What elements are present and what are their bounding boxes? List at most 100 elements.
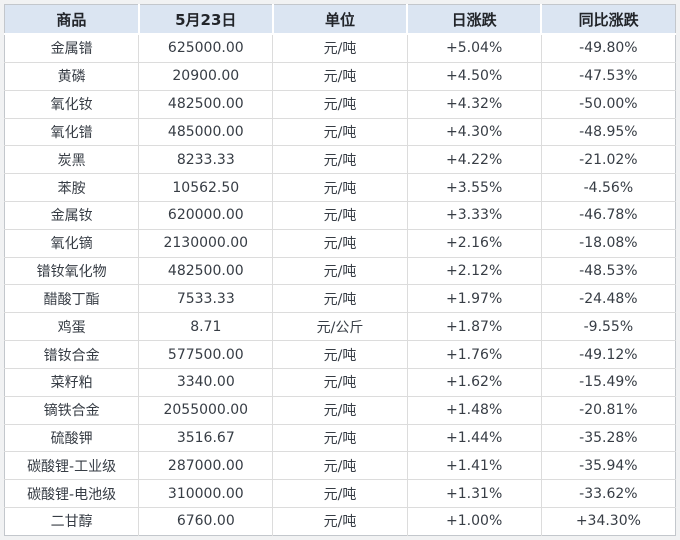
daily-change-cell: +3.33%: [406, 201, 542, 230]
table-row: 氧化镝 2130000.00 元/吨 +2.16% -18.08%: [4, 228, 676, 258]
commodity-price-table-container: 商品 5月23日 单位 日涨跌 同比涨跌 金属镨 625000.00 元/吨 +5.0…: [4, 4, 676, 536]
unit-cell: 元/吨: [272, 395, 408, 425]
yoy-change-cell: -18.08%: [540, 228, 676, 258]
column-header-yoy-change: 同比涨跌: [540, 4, 676, 35]
unit-cell: 元/吨: [272, 201, 408, 230]
yoy-change-cell: -4.56%: [540, 173, 676, 202]
unit-cell: 元/吨: [272, 451, 408, 480]
unit-cell: 元/吨: [272, 61, 408, 91]
yoy-change-cell: -20.81%: [540, 395, 676, 425]
yoy-change-cell: +34.30%: [540, 506, 676, 536]
daily-change-cell: +1.31%: [406, 479, 542, 508]
table-row: 氧化镨 485000.00 元/吨 +4.30% -48.95%: [4, 117, 676, 146]
table-row: 镝铁合金 2055000.00 元/吨 +1.48% -20.81%: [4, 395, 676, 425]
price-cell: 310000.00: [138, 479, 273, 508]
product-name-cell: 碳酸锂-电池级: [4, 479, 139, 508]
table-row: 碳酸锂-工业级 287000.00 元/吨 +1.41% -35.94%: [4, 451, 676, 480]
price-cell: 3340.00: [138, 367, 273, 397]
unit-cell: 元/公斤: [272, 312, 408, 341]
price-cell: 625000.00: [138, 33, 273, 63]
product-name-cell: 二甘醇: [4, 506, 139, 536]
daily-change-cell: +1.41%: [406, 451, 542, 480]
product-name-cell: 镝铁合金: [4, 395, 139, 425]
yoy-change-cell: -35.94%: [540, 451, 676, 480]
table-row: 黄磷 20900.00 元/吨 +4.50% -47.53%: [4, 61, 676, 91]
daily-change-cell: +1.48%: [406, 395, 542, 425]
price-cell: 485000.00: [138, 117, 273, 146]
product-name-cell: 炭黑: [4, 145, 139, 174]
unit-cell: 元/吨: [272, 284, 408, 313]
commodity-price-table: 商品 5月23日 单位 日涨跌 同比涨跌 金属镨 625000.00 元/吨 +5.0…: [4, 4, 676, 536]
table-row: 二甘醇 6760.00 元/吨 +1.00% +34.30%: [4, 506, 676, 536]
column-header-daily-change: 日涨跌: [406, 4, 542, 35]
product-name-cell: 氧化钕: [4, 89, 139, 119]
product-name-cell: 氧化镨: [4, 117, 139, 146]
product-name-cell: 菜籽粕: [4, 367, 139, 397]
table-body: 金属镨 625000.00 元/吨 +5.04% -49.80% 黄磷 20900.00 元/…: [4, 33, 676, 536]
yoy-change-cell: -15.49%: [540, 367, 676, 397]
table-row: 醋酸丁酯 7533.33 元/吨 +1.97% -24.48%: [4, 284, 676, 313]
table-row: 金属镨 625000.00 元/吨 +5.04% -49.80%: [4, 33, 676, 63]
yoy-change-cell: -49.80%: [540, 33, 676, 63]
daily-change-cell: +1.87%: [406, 312, 542, 341]
price-cell: 2130000.00: [138, 228, 273, 258]
daily-change-cell: +1.76%: [406, 340, 542, 369]
yoy-change-cell: -48.53%: [540, 256, 676, 285]
table-row: 氧化钕 482500.00 元/吨 +4.32% -50.00%: [4, 89, 676, 119]
column-header-unit: 单位: [271, 4, 408, 35]
yoy-change-cell: -33.62%: [540, 479, 676, 508]
table-row: 鸡蛋 8.71 元/公斤 +1.87% -9.55%: [4, 312, 676, 341]
yoy-change-cell: -50.00%: [540, 89, 676, 119]
column-header-product: 商品: [4, 4, 139, 35]
unit-cell: 元/吨: [272, 367, 408, 397]
daily-change-cell: +4.32%: [406, 89, 542, 119]
unit-cell: 元/吨: [272, 145, 408, 174]
unit-cell: 元/吨: [272, 33, 408, 63]
price-cell: 6760.00: [138, 506, 273, 536]
unit-cell: 元/吨: [272, 479, 408, 508]
table-row: 苯胺 10562.50 元/吨 +3.55% -4.56%: [4, 173, 676, 202]
price-cell: 482500.00: [138, 89, 273, 119]
unit-cell: 元/吨: [272, 340, 408, 369]
daily-change-cell: +4.50%: [406, 61, 542, 91]
daily-change-cell: +4.22%: [406, 145, 542, 174]
daily-change-cell: +2.12%: [406, 256, 542, 285]
header-row: 商品 5月23日 单位 日涨跌 同比涨跌: [4, 4, 676, 35]
column-header-date-price: 5月23日: [137, 4, 273, 35]
yoy-change-cell: -46.78%: [540, 201, 676, 230]
table-row: 镨钕合金 577500.00 元/吨 +1.76% -49.12%: [4, 340, 676, 369]
daily-change-cell: +5.04%: [406, 33, 542, 63]
unit-cell: 元/吨: [272, 506, 408, 536]
product-name-cell: 碳酸锂-工业级: [4, 451, 139, 480]
price-cell: 620000.00: [138, 201, 273, 230]
table-row: 炭黑 8233.33 元/吨 +4.22% -21.02%: [4, 145, 676, 174]
price-cell: 2055000.00: [138, 395, 273, 425]
product-name-cell: 镨钕合金: [4, 340, 139, 369]
product-name-cell: 苯胺: [4, 173, 139, 202]
product-name-cell: 黄磷: [4, 61, 139, 91]
daily-change-cell: +1.44%: [406, 423, 542, 452]
daily-change-cell: +1.00%: [406, 506, 542, 536]
product-name-cell: 金属钕: [4, 201, 139, 230]
yoy-change-cell: -35.28%: [540, 423, 676, 452]
daily-change-cell: +2.16%: [406, 228, 542, 258]
product-name-cell: 氧化镝: [4, 228, 139, 258]
unit-cell: 元/吨: [272, 423, 408, 452]
daily-change-cell: +4.30%: [406, 117, 542, 146]
price-cell: 482500.00: [138, 256, 273, 285]
price-cell: 577500.00: [138, 340, 273, 369]
unit-cell: 元/吨: [272, 228, 408, 258]
daily-change-cell: +1.62%: [406, 367, 542, 397]
table-row: 菜籽粕 3340.00 元/吨 +1.62% -15.49%: [4, 367, 676, 397]
table-row: 金属钕 620000.00 元/吨 +3.33% -46.78%: [4, 201, 676, 230]
price-cell: 7533.33: [138, 284, 273, 313]
yoy-change-cell: -47.53%: [540, 61, 676, 91]
price-cell: 3516.67: [138, 423, 273, 452]
product-name-cell: 硫酸钾: [4, 423, 139, 452]
yoy-change-cell: -48.95%: [540, 117, 676, 146]
product-name-cell: 醋酸丁酯: [4, 284, 139, 313]
price-cell: 20900.00: [138, 61, 273, 91]
daily-change-cell: +3.55%: [406, 173, 542, 202]
table-header: 商品 5月23日 单位 日涨跌 同比涨跌: [4, 4, 676, 35]
table-row: 镨钕氧化物 482500.00 元/吨 +2.12% -48.53%: [4, 256, 676, 285]
